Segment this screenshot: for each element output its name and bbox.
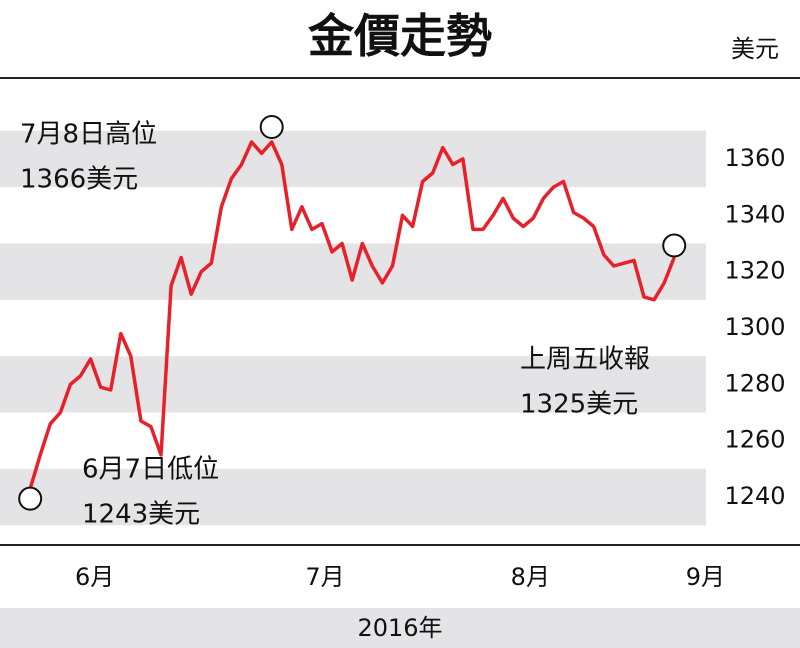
x-axis-label: 2016年 xyxy=(357,614,442,642)
y-tick-label: 1240 xyxy=(724,482,785,510)
annotation: 7月8日高位 xyxy=(20,120,157,150)
x-tick-label: 9月 xyxy=(686,563,725,591)
annotation: 6月7日低位 xyxy=(82,455,219,485)
chart-title: 金價走勢 xyxy=(307,9,492,63)
grid-band xyxy=(0,468,706,526)
annotation: 1366美元 xyxy=(20,165,138,195)
annotation: 1325美元 xyxy=(520,390,638,420)
grid-band xyxy=(0,130,706,188)
y-tick-label: 1320 xyxy=(724,257,785,285)
annotation: 1243美元 xyxy=(82,500,200,530)
y-tick-label: 1340 xyxy=(724,200,785,228)
highlight-point xyxy=(259,115,284,139)
y-tick-label: 1260 xyxy=(724,426,785,454)
year-strip xyxy=(0,608,800,648)
grid-band xyxy=(0,356,706,413)
x-tick-label: 6月 xyxy=(75,563,114,591)
y-tick-label: 1360 xyxy=(724,144,785,172)
x-tick-label: 7月 xyxy=(305,563,344,591)
price-line xyxy=(28,140,676,490)
x-tick-label: 8月 xyxy=(511,563,550,591)
y-tick-label: 1300 xyxy=(724,313,785,341)
y-tick-label: 1280 xyxy=(724,369,785,397)
unit-label: 美元 xyxy=(731,35,779,63)
highlight-point xyxy=(18,486,43,511)
annotation: 上周五收報 xyxy=(520,345,650,375)
highlight-point xyxy=(662,233,687,258)
